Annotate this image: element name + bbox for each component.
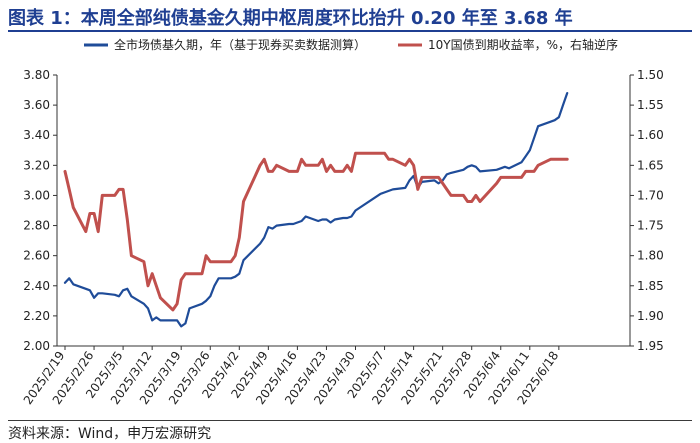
series-line-duration <box>63 91 569 328</box>
legend: 全市场债基久期，年（基于现券买卖数据测算） 10Y国债到期收益率，%，右轴逆序 <box>84 37 618 52</box>
source-note: 资料来源：Wind，申万宏源研究 <box>8 426 212 442</box>
y-left-tick-label: 3.00 <box>23 188 50 202</box>
y-right-tick-label: 1.65 <box>637 158 664 172</box>
series-lines <box>63 91 569 328</box>
y-left-tick-label: 3.60 <box>23 98 50 112</box>
footer-rule <box>8 420 692 421</box>
y-right-tick-label: 1.95 <box>637 339 664 353</box>
y-left-tick-label: 2.80 <box>23 219 50 233</box>
y-left-tick-label: 3.40 <box>23 128 50 142</box>
y-right-tick-label: 1.80 <box>637 249 664 263</box>
y-right-tick-label: 1.60 <box>637 128 664 142</box>
y-right-tick-label: 1.50 <box>637 68 664 82</box>
y-right-tick-label: 1.85 <box>637 279 664 293</box>
y-right-tick-label: 1.70 <box>637 188 664 202</box>
y-right-tick-label: 1.75 <box>637 219 664 233</box>
y-right-tick-label: 1.90 <box>637 309 664 323</box>
y-right-tick-label: 1.55 <box>637 98 664 112</box>
y-left-tick-label: 3.20 <box>23 158 50 172</box>
chart-title: 图表 1：本周全部纯债基金久期中枢周度环比抬升 0.20 年至 3.68 年 <box>8 8 573 29</box>
y-left-tick-label: 3.80 <box>23 68 50 82</box>
legend-label-yield: 10Y国债到期收益率，%，右轴逆序 <box>428 37 618 52</box>
axes: 2.00 2.20 2.40 2.60 2.80 3.00 3.20 3.40 3.60 3.80… <box>21 68 664 407</box>
legend-label-duration: 全市场债基久期，年（基于现券买卖数据测算） <box>114 37 366 52</box>
title-rule <box>8 30 692 32</box>
y-left-tick-label: 2.60 <box>23 249 50 263</box>
y-left-tick-label: 2.20 <box>23 309 50 323</box>
series-line-yield <box>63 151 569 312</box>
y-left-tick-label: 2.40 <box>23 279 50 293</box>
y-left-tick-label: 2.00 <box>23 339 50 353</box>
